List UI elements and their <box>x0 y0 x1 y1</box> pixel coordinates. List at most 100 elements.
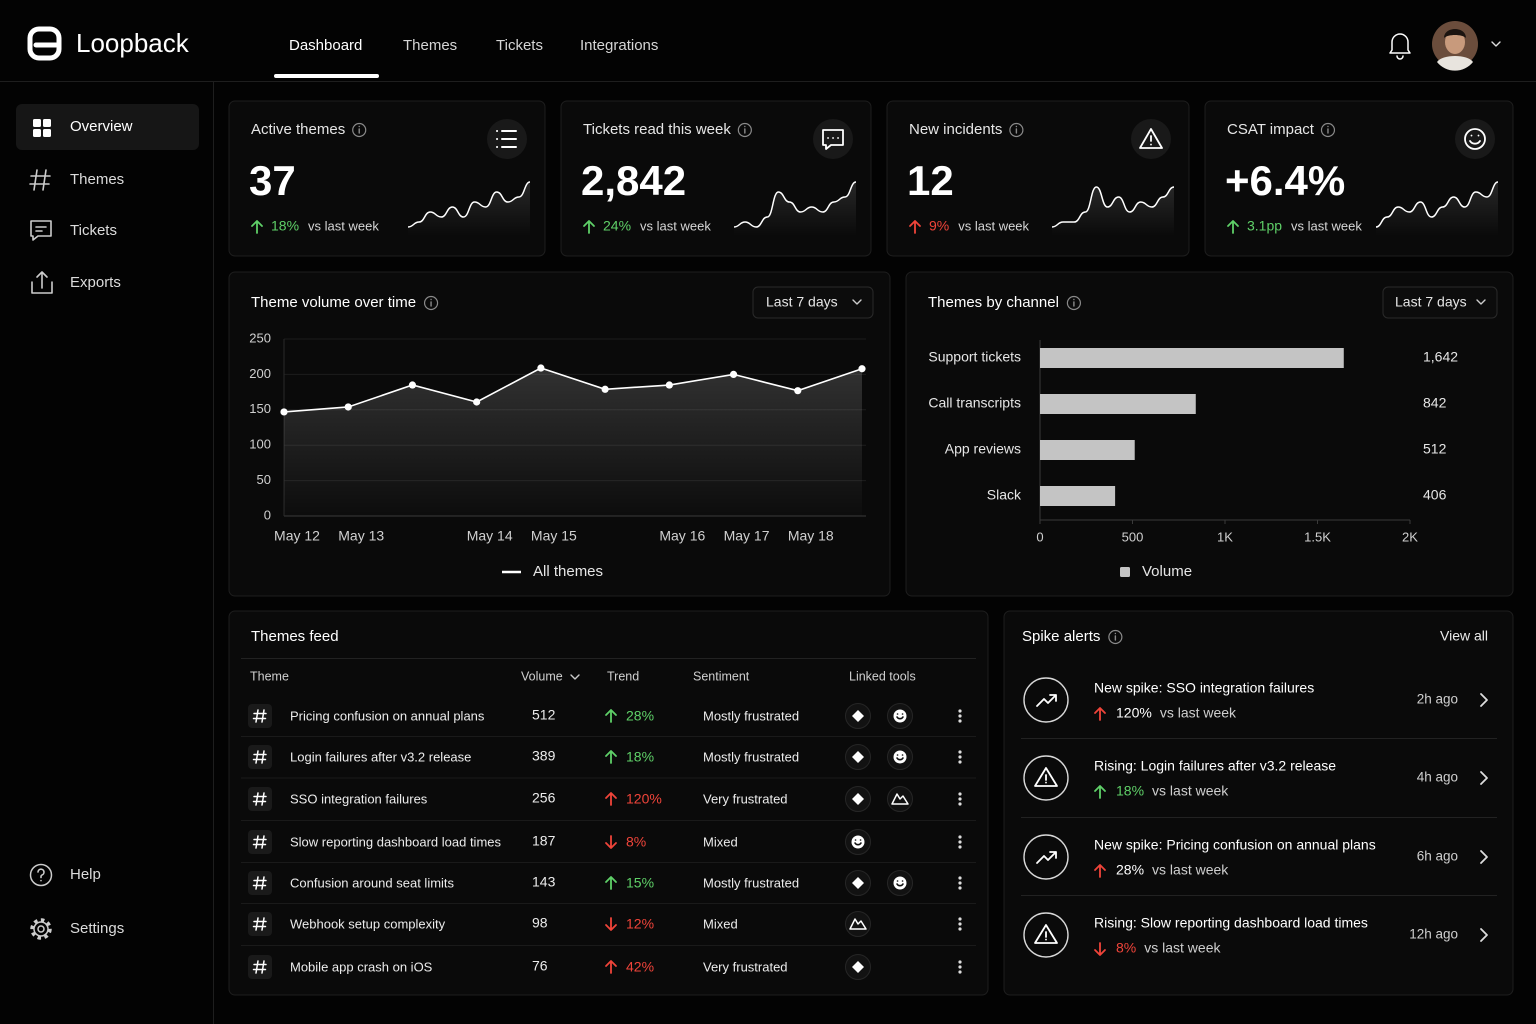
category-label: Support tickets <box>928 349 1021 365</box>
line-point <box>858 365 866 373</box>
row-menu[interactable] <box>958 965 962 969</box>
theme-icon-bg <box>248 830 272 854</box>
tool-icon <box>851 835 865 849</box>
line-point <box>280 408 288 416</box>
row-menu[interactable] <box>958 719 962 723</box>
legend-label: Volume <box>1142 563 1192 580</box>
theme-trend: 8% <box>626 834 646 850</box>
alert-change: 8% <box>1116 940 1136 956</box>
tool-icon-mark <box>854 839 862 846</box>
alert-change: 18% <box>1116 783 1144 799</box>
alert-title[interactable]: New spike: SSO integration failures <box>1094 680 1314 696</box>
chat-icon <box>822 129 844 150</box>
row-menu[interactable] <box>958 792 962 796</box>
row-menu[interactable] <box>958 840 962 844</box>
exports-icon <box>31 271 53 294</box>
chevron-down[interactable] <box>1491 41 1501 47</box>
trend-arrow <box>605 917 617 931</box>
dropdown-label[interactable]: Last 7 days <box>766 294 838 310</box>
nav-item[interactable]: Tickets <box>496 37 543 54</box>
row-menu[interactable] <box>958 802 962 806</box>
sparkline-area <box>1052 187 1174 236</box>
chevron-right[interactable] <box>1480 928 1488 942</box>
kpi-change: 3.1pp <box>1247 218 1282 234</box>
kpi-comparison: vs last week <box>640 218 711 233</box>
column-header: Theme <box>250 669 289 683</box>
value-label: 842 <box>1423 395 1447 411</box>
bar <box>1040 440 1135 460</box>
dropdown[interactable] <box>752 286 874 319</box>
alert-time: 6h ago <box>1417 849 1458 864</box>
row-menu[interactable] <box>958 927 962 931</box>
tool-icon-mark <box>896 713 904 720</box>
y-tick-label: 50 <box>257 472 271 487</box>
theme-icon-bg <box>248 871 272 895</box>
chevron-right[interactable] <box>1480 693 1488 707</box>
dropdown-label[interactable]: Last 7 days <box>1395 294 1467 310</box>
y-tick-label: 0 <box>264 507 271 522</box>
row-menu[interactable] <box>958 755 962 759</box>
alert-comparison: vs last week <box>1152 862 1229 878</box>
row-menu[interactable] <box>958 750 962 754</box>
sidebar-item[interactable]: Overview <box>70 118 133 135</box>
theme-volume: 76 <box>532 958 548 974</box>
sidebar-item[interactable]: Tickets <box>70 222 117 239</box>
theme-name[interactable]: SSO integration failures <box>290 791 428 806</box>
alert-title[interactable]: New spike: Pricing confusion on annual p… <box>1094 837 1376 853</box>
kpi-value: 2,842 <box>581 157 686 204</box>
tool-icon <box>852 961 864 973</box>
sidebar-item[interactable]: Themes <box>70 171 124 188</box>
row-menu[interactable] <box>958 881 962 885</box>
spike-alerts-panel <box>1003 610 1514 996</box>
theme-name[interactable]: Webhook setup complexity <box>290 916 446 931</box>
theme-name[interactable]: Login failures after v3.2 release <box>290 749 471 764</box>
kpi-icon-bg <box>1455 119 1495 159</box>
row-menu[interactable] <box>958 835 962 839</box>
bar <box>1040 486 1116 506</box>
line-point <box>344 403 352 411</box>
theme-icon-bg <box>248 955 272 979</box>
row-menu[interactable] <box>958 876 962 880</box>
alert-change: 28% <box>1116 862 1144 878</box>
kpi-comparison: vs last week <box>1291 218 1362 233</box>
sidebar-item[interactable]: Help <box>70 866 101 883</box>
row-menu[interactable] <box>958 917 962 921</box>
chevron-right[interactable] <box>1480 850 1488 864</box>
line-point <box>665 381 673 389</box>
row-menu[interactable] <box>958 845 962 849</box>
row-menu[interactable] <box>958 714 962 718</box>
theme-name[interactable]: Slow reporting dashboard load times <box>290 834 502 849</box>
dropdown[interactable] <box>1382 286 1498 319</box>
row-menu[interactable] <box>958 970 962 974</box>
view-all[interactable]: View all <box>1440 628 1488 644</box>
tool-icon <box>852 877 864 889</box>
theme-icon-bg <box>248 787 272 811</box>
line-area <box>284 368 862 516</box>
theme-name[interactable]: Confusion around seat limits <box>290 875 455 890</box>
sidebar-item[interactable]: Exports <box>70 274 121 291</box>
trend-arrow <box>605 750 617 764</box>
chevron-right[interactable] <box>1480 771 1488 785</box>
line-point <box>473 398 481 406</box>
row-menu[interactable] <box>958 797 962 801</box>
row-menu[interactable] <box>958 960 962 964</box>
sidebar-item[interactable]: Settings <box>70 920 124 937</box>
row-menu[interactable] <box>958 709 962 713</box>
alert-title[interactable]: Rising: Slow reporting dashboard load ti… <box>1094 915 1368 931</box>
row-menu[interactable] <box>958 760 962 764</box>
nav-item[interactable]: Themes <box>403 37 457 54</box>
bell-icon[interactable] <box>1389 33 1411 60</box>
alert-title[interactable]: Rising: Login failures after v3.2 releas… <box>1094 758 1336 774</box>
x-tick-label: 1.5K <box>1304 529 1331 544</box>
nav-item[interactable]: Dashboard <box>289 37 362 54</box>
theme-name[interactable]: Mobile app crash on iOS <box>290 959 433 974</box>
tool-icon <box>893 876 907 890</box>
row-menu[interactable] <box>958 886 962 890</box>
theme-name[interactable]: Pricing confusion on annual plans <box>290 708 485 723</box>
info-icon <box>1320 122 1336 138</box>
row-menu[interactable] <box>958 922 962 926</box>
column-header[interactable]: Volume <box>521 669 563 683</box>
nav-item[interactable]: Integrations <box>580 37 658 54</box>
sparkline <box>1375 181 1499 228</box>
